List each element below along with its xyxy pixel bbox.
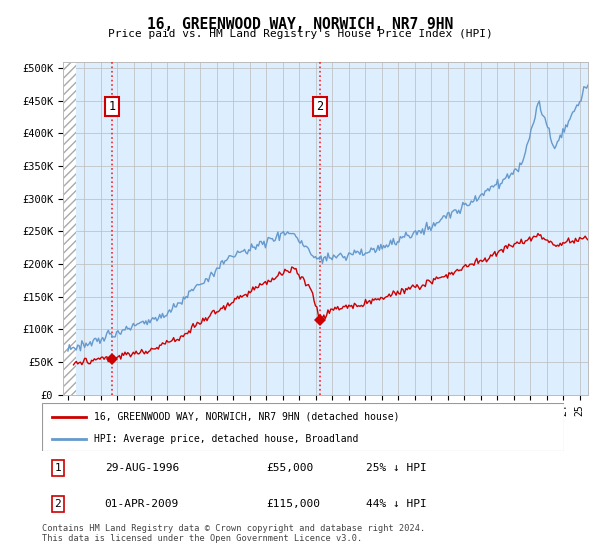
Text: £55,000: £55,000 [266, 463, 314, 473]
Text: 16, GREENWOOD WAY, NORWICH, NR7 9HN: 16, GREENWOOD WAY, NORWICH, NR7 9HN [147, 17, 453, 32]
Text: 1: 1 [54, 463, 61, 473]
Text: 01-APR-2009: 01-APR-2009 [104, 499, 179, 509]
Text: Contains HM Land Registry data © Crown copyright and database right 2024.
This d: Contains HM Land Registry data © Crown c… [42, 524, 425, 543]
Text: 25% ↓ HPI: 25% ↓ HPI [365, 463, 427, 473]
Text: HPI: Average price, detached house, Broadland: HPI: Average price, detached house, Broa… [94, 434, 359, 444]
Text: 2: 2 [316, 100, 323, 113]
Text: 16, GREENWOOD WAY, NORWICH, NR7 9HN (detached house): 16, GREENWOOD WAY, NORWICH, NR7 9HN (det… [94, 412, 400, 422]
Text: 2: 2 [54, 499, 61, 509]
Text: 29-AUG-1996: 29-AUG-1996 [104, 463, 179, 473]
Text: 1: 1 [109, 100, 115, 113]
Text: £115,000: £115,000 [266, 499, 320, 509]
Text: Price paid vs. HM Land Registry's House Price Index (HPI): Price paid vs. HM Land Registry's House … [107, 29, 493, 39]
FancyBboxPatch shape [42, 403, 564, 451]
Text: 44% ↓ HPI: 44% ↓ HPI [365, 499, 427, 509]
